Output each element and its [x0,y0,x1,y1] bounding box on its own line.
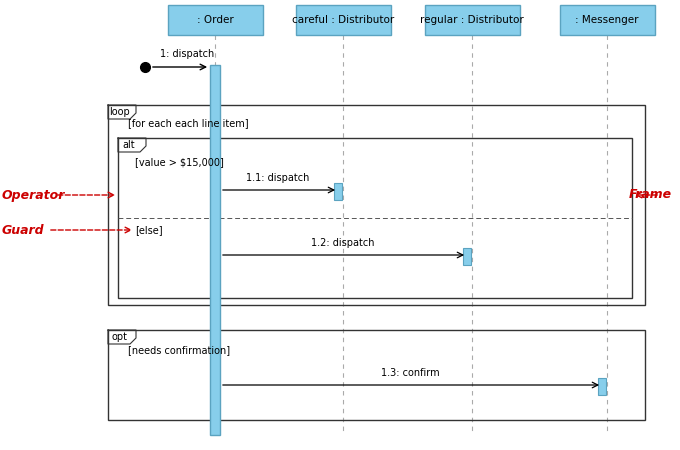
Text: 1.3: confirm: 1.3: confirm [381,368,439,378]
Text: loop: loop [109,107,129,117]
Bar [598,378,606,395]
Text: regular : Distributor: regular : Distributor [420,15,524,25]
Bar [108,105,645,305]
Bar [118,138,632,298]
Text: careful : Distributor: careful : Distributor [292,15,394,25]
Text: opt: opt [111,332,127,342]
Text: [needs confirmation]: [needs confirmation] [128,345,230,355]
Text: Frame: Frame [629,189,672,202]
Text: [for each each line item]: [for each each line item] [128,118,249,128]
Text: : Messenger: : Messenger [575,15,639,25]
Bar [108,330,645,420]
Bar [560,5,654,35]
Text: 1.1: dispatch: 1.1: dispatch [246,173,309,183]
Text: : Order: : Order [197,15,233,25]
Bar [167,5,262,35]
Text: 1.2: dispatch: 1.2: dispatch [311,238,375,248]
Text: 1: dispatch: 1: dispatch [160,49,214,59]
Bar [463,248,471,265]
Text: Guard: Guard [2,224,45,237]
Text: Operator: Operator [2,189,65,202]
Text: [else]: [else] [135,225,163,235]
Bar [296,5,390,35]
Text: [value > $15,000]: [value > $15,000] [135,157,224,167]
Text: alt: alt [122,140,135,150]
Bar [334,183,342,200]
Bar [424,5,520,35]
Bar [210,65,220,435]
